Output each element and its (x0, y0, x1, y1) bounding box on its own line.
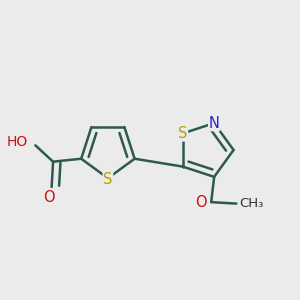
Text: N: N (209, 116, 220, 130)
Text: CH₃: CH₃ (239, 197, 264, 210)
Text: HO: HO (7, 135, 28, 149)
Text: O: O (195, 195, 207, 210)
Text: S: S (178, 126, 188, 141)
Text: O: O (43, 190, 55, 205)
Text: S: S (103, 172, 112, 187)
